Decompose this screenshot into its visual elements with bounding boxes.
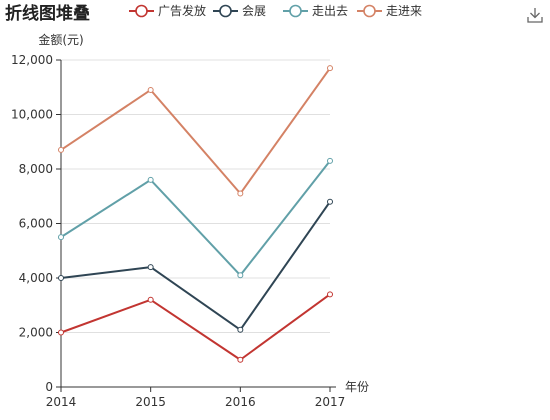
y-tick-label: 4,000 (19, 271, 53, 285)
data-point[interactable] (147, 176, 154, 183)
x-tick-label: 2015 (135, 395, 166, 409)
y-axis: 0 2,000 4,000 6,000 8,000 10,000 12,000 (11, 53, 62, 394)
legend-marker (363, 4, 376, 18)
data-point[interactable] (147, 264, 154, 271)
data-point[interactable] (58, 275, 64, 281)
x-axis: 2014 2015 2016 2017 (46, 386, 346, 409)
data-point[interactable] (58, 146, 64, 153)
legend-item-1[interactable]: 广告发放 (129, 3, 206, 18)
legend-marker (219, 4, 232, 18)
data-point[interactable] (237, 326, 244, 333)
data-point[interactable] (147, 86, 154, 93)
legend-item-2[interactable]: 会展 (213, 4, 266, 18)
chart-title: 折线图堆叠 (5, 3, 90, 24)
series-line (60, 201, 331, 331)
data-point[interactable] (327, 198, 333, 205)
y-tick-label: 0 (45, 380, 53, 394)
x-tick-label: 2014 (46, 395, 77, 409)
y-tick-label: 10,000 (11, 108, 53, 122)
data-point[interactable] (237, 190, 244, 197)
series-2 (58, 198, 333, 333)
series-line (60, 160, 331, 277)
data-point[interactable] (58, 329, 64, 336)
data-point[interactable] (237, 272, 244, 279)
data-point[interactable] (327, 157, 333, 164)
legend-label: 广告发放 (158, 3, 206, 18)
legend-item-4[interactable]: 走进来 (357, 4, 422, 18)
legend-marker (289, 4, 302, 18)
legend-label: 会展 (242, 4, 266, 18)
y-tick-label: 8,000 (19, 162, 53, 176)
x-tick-label: 2016 (225, 395, 256, 409)
legend-label: 走进来 (386, 4, 422, 18)
y-tick-label: 12,000 (11, 53, 53, 67)
series-1 (58, 291, 333, 363)
y-tick-label: 6,000 (19, 217, 53, 231)
x-axis-name: 年份 (345, 380, 369, 394)
data-point[interactable] (147, 296, 154, 303)
data-point[interactable] (237, 356, 244, 363)
legend-label: 走出去 (312, 4, 348, 18)
series-line (60, 67, 331, 195)
legend-item-3[interactable]: 走出去 (283, 4, 348, 18)
series-line (60, 293, 331, 361)
y-tick-label: 2,000 (19, 326, 53, 340)
y-axis-name: 金额(元) (38, 32, 83, 47)
x-tick-label: 2017 (315, 395, 346, 409)
series-4 (58, 65, 333, 197)
data-point[interactable] (58, 234, 64, 241)
legend[interactable]: 广告发放 会展 走出去 走进来 (129, 3, 422, 18)
data-point[interactable] (327, 65, 333, 72)
data-point[interactable] (327, 291, 333, 298)
grid-lines (61, 59, 330, 333)
series-layer (58, 65, 333, 363)
download-button[interactable] (527, 8, 543, 23)
download-icon (527, 8, 543, 23)
legend-marker (135, 4, 148, 18)
series-3 (58, 157, 333, 279)
